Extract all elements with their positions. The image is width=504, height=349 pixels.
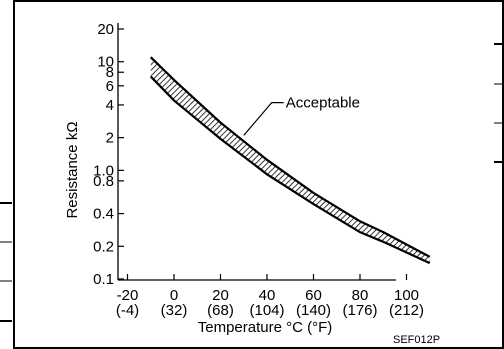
annotation-acceptable: Acceptable: [286, 95, 360, 112]
x-tick-label: 100: [394, 287, 419, 304]
y-tick-label: 0.1: [93, 271, 114, 288]
y-tick-label: 0.8: [93, 173, 114, 190]
x-axis-title: Temperature °C (°F): [198, 319, 333, 336]
y-tick-label: 10: [97, 54, 114, 71]
y-tick-label: 20: [97, 21, 114, 38]
band-upper-edge: [149, 56, 431, 258]
x-tick-sublabel: (140): [296, 302, 331, 319]
x-tick-label: 60: [305, 287, 322, 304]
y-tick-label: 4: [106, 97, 114, 114]
band-lower-edge: [149, 75, 431, 265]
acceptable-band: [150, 57, 430, 264]
x-tick-sublabel: (-4): [116, 302, 139, 319]
x-tick-label: 40: [259, 287, 276, 304]
y-tick-label: 1.0: [93, 162, 114, 179]
x-tick-sublabel: (104): [249, 302, 284, 319]
y-tick-label: 6: [106, 78, 114, 95]
x-tick-label: 20: [212, 287, 229, 304]
y-tick-label: 8: [106, 64, 114, 81]
y-tick-label: 2: [106, 130, 114, 147]
chart-frame: [13, 0, 504, 349]
annotation-leader: [243, 102, 284, 136]
figure-code: SEF012P: [393, 334, 440, 346]
x-tick-sublabel: (212): [389, 302, 424, 319]
plot-area: 201086421.00.80.40.20.1-20(-4)0(32)20(68…: [93, 21, 431, 319]
y-axis-title: Resistance kΩ: [64, 121, 81, 218]
x-tick-sublabel: (32): [161, 302, 188, 319]
x-tick-sublabel: (68): [207, 302, 234, 319]
x-tick-sublabel: (176): [342, 302, 377, 319]
y-tick-label: 0.2: [93, 238, 114, 255]
y-tick-label: 0.4: [93, 206, 114, 223]
x-tick-label: -20: [117, 287, 139, 304]
x-tick-label: 80: [352, 287, 369, 304]
x-tick-label: 0: [170, 287, 178, 304]
